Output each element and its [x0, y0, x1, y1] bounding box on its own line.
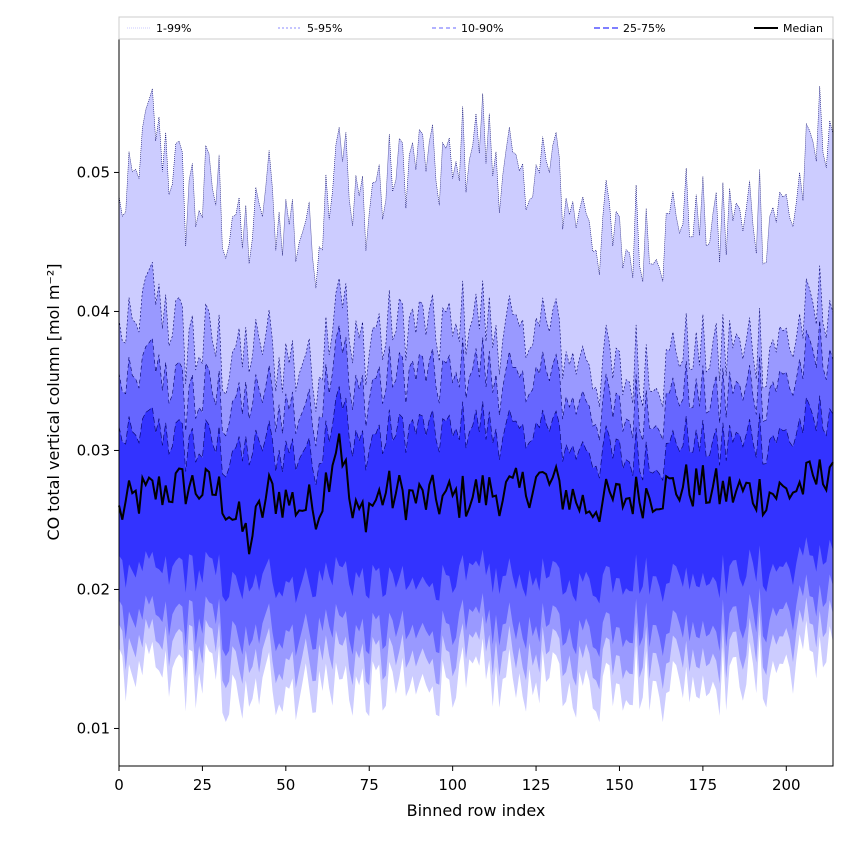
legend-label: 10-90% [461, 22, 503, 35]
y-tick-label: 0.01 [77, 719, 110, 737]
band-upper-1-99% [118, 86, 834, 289]
band-25-75% [119, 386, 833, 604]
y-tick-label: 0.04 [77, 302, 110, 320]
y-axis: 0.01 0.02 0.03 0.04 0.05 [77, 163, 119, 737]
x-tick-label: 200 [772, 776, 801, 794]
percentile-bands [118, 86, 834, 723]
x-tick-label: 50 [276, 776, 295, 794]
y-tick-label: 0.02 [77, 580, 110, 598]
legend-label: 25-75% [623, 22, 665, 35]
legend-label: 5-95% [307, 22, 342, 35]
x-axis: 0 25 50 75 100 125 150 175 200 [114, 766, 801, 794]
legend-box [118, 16, 834, 40]
x-axis-label: Binned row index [407, 801, 546, 820]
legend: 1-99% 5-95% 10-90% 25-75% Median [118, 16, 834, 40]
band-upper-10-90% [118, 320, 834, 447]
legend-items: 1-99% 5-95% 10-90% 25-75% Median [127, 22, 823, 35]
y-tick-label: 0.05 [77, 163, 110, 181]
band-upper-25-75% [118, 386, 834, 486]
y-axis-label: CO total vertical column [mol m⁻²] [44, 263, 63, 540]
y-tick-label: 0.03 [77, 441, 110, 459]
x-tick-label: 175 [689, 776, 718, 794]
x-tick-label: 25 [193, 776, 212, 794]
legend-label: Median [783, 22, 823, 35]
x-tick-label: 100 [438, 776, 467, 794]
x-tick-label: 0 [114, 776, 124, 794]
x-tick-label: 150 [605, 776, 634, 794]
band-upper-5-95% [118, 261, 834, 412]
x-tick-label: 75 [360, 776, 379, 794]
median-line [118, 433, 834, 555]
legend-label: 1-99% [156, 22, 191, 35]
median-layer [118, 433, 834, 555]
x-tick-label: 125 [522, 776, 551, 794]
